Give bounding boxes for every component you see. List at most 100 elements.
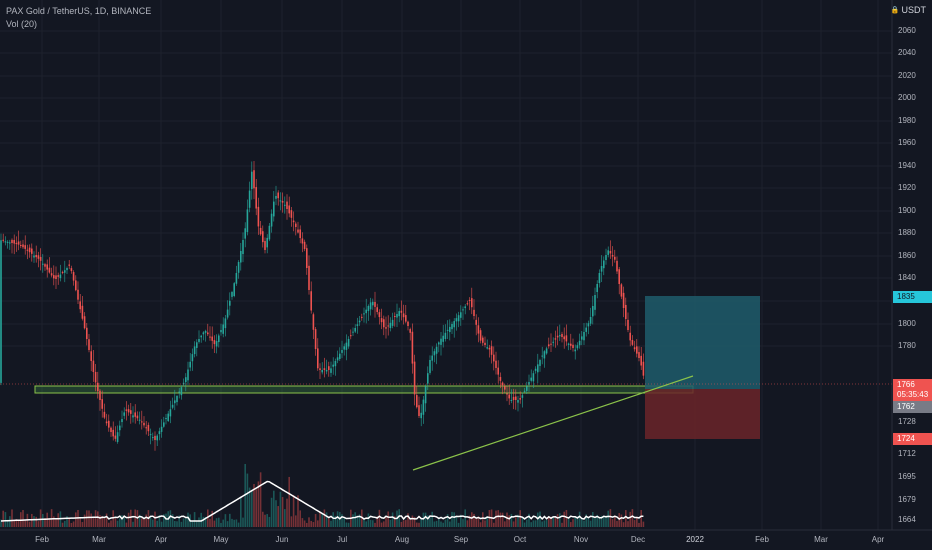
candle-body xyxy=(101,399,103,409)
candle-body xyxy=(6,241,9,243)
candle-body xyxy=(585,327,587,332)
price-tick-label: 1940 xyxy=(898,161,916,170)
candle-body xyxy=(64,270,66,273)
candle-body xyxy=(59,274,62,279)
candle-body xyxy=(561,333,563,337)
candle-body xyxy=(193,346,196,355)
volume-bar xyxy=(2,510,4,527)
volume-bar xyxy=(378,509,381,527)
candle-body xyxy=(257,206,260,227)
volume-bar xyxy=(154,511,156,527)
volume-bar xyxy=(600,515,603,527)
volume-bar xyxy=(328,518,330,527)
volume-bar xyxy=(31,513,33,527)
volume-bar xyxy=(231,518,233,527)
volume-bar xyxy=(556,514,559,527)
candle-body xyxy=(156,435,158,441)
price-tick-label: 1800 xyxy=(898,319,916,328)
candle-body xyxy=(275,196,277,199)
volume-bar xyxy=(367,513,370,527)
volume-bar xyxy=(185,516,187,527)
volume-bar xyxy=(237,522,240,527)
volume-bar xyxy=(143,517,145,527)
volume-bar xyxy=(218,517,220,527)
volume-bar xyxy=(301,518,304,527)
candle-body xyxy=(457,315,460,322)
candle-body xyxy=(68,264,70,266)
volume-bar xyxy=(22,510,24,527)
candle-body xyxy=(281,201,284,203)
candle-body xyxy=(365,309,367,314)
volume-indicator-label[interactable]: Vol (20) xyxy=(6,19,38,29)
volume-bar xyxy=(521,516,524,527)
volume-bar xyxy=(81,522,84,527)
candle-body xyxy=(268,225,271,240)
candle-body xyxy=(453,321,455,328)
candle-body xyxy=(319,368,321,370)
volume-bar xyxy=(215,518,218,527)
volume-bar xyxy=(13,520,15,527)
candle-body xyxy=(592,306,594,317)
volume-bar xyxy=(457,522,460,527)
volume-bar xyxy=(552,516,554,527)
volume-bar xyxy=(125,522,128,527)
volume-bar xyxy=(609,509,612,527)
time-tick-label: Nov xyxy=(573,535,589,544)
candle-body xyxy=(420,412,422,419)
volume-bar xyxy=(622,522,625,527)
candle-body xyxy=(449,326,451,333)
candle-body xyxy=(376,307,378,312)
volume-bar xyxy=(127,512,130,527)
candle-body xyxy=(174,400,176,404)
currency-label[interactable]: 🔒 USDT xyxy=(891,5,926,15)
candle-body xyxy=(22,244,24,248)
candle-body xyxy=(112,429,114,437)
candle-body xyxy=(50,273,53,276)
candle-body xyxy=(182,382,185,385)
volume-bar xyxy=(165,513,167,527)
volume-bar xyxy=(226,521,229,527)
volume-bar xyxy=(567,518,570,527)
candle-body xyxy=(79,301,81,310)
candle-body xyxy=(493,354,495,362)
candle-body xyxy=(389,322,392,329)
candle-body xyxy=(369,302,372,310)
volume-bar xyxy=(570,522,572,527)
last-price-value: 1766 xyxy=(897,380,915,389)
candle-body xyxy=(202,332,205,335)
candle-body xyxy=(37,255,40,259)
volume-bar xyxy=(585,514,587,527)
candle-body xyxy=(627,319,629,330)
candle-body xyxy=(510,400,513,401)
volume-bar xyxy=(66,516,68,527)
candle-body xyxy=(180,387,183,396)
volume-bar xyxy=(28,521,31,527)
volume-bar xyxy=(374,522,376,527)
volume-bar xyxy=(15,519,18,527)
volume-bar xyxy=(145,514,147,527)
volume-bar xyxy=(251,490,253,527)
last-price-tag: 1766 05:35:43 xyxy=(893,379,932,401)
candle-body xyxy=(277,192,279,199)
candle-body xyxy=(501,382,504,386)
volume-bar xyxy=(625,510,627,527)
candle-body xyxy=(160,426,163,432)
symbol-title[interactable]: PAX Gold / TetherUS, 1D, BINANCE xyxy=(6,6,152,16)
candle-body xyxy=(312,314,315,330)
stop-price-tag: 1724 xyxy=(893,433,932,445)
volume-bar xyxy=(385,516,387,527)
volume-bar xyxy=(488,510,491,527)
trendline xyxy=(412,375,694,471)
volume-bar xyxy=(550,516,552,527)
volume-bar xyxy=(486,516,488,527)
candle-body xyxy=(519,398,521,400)
volume-bar xyxy=(160,521,163,527)
volume-bar xyxy=(519,510,521,527)
candle-body xyxy=(446,329,449,331)
candle-body xyxy=(178,391,180,393)
volume-bar xyxy=(193,512,196,527)
volume-bar xyxy=(497,510,499,527)
volume-bar xyxy=(592,512,594,527)
candle-body xyxy=(77,289,79,300)
